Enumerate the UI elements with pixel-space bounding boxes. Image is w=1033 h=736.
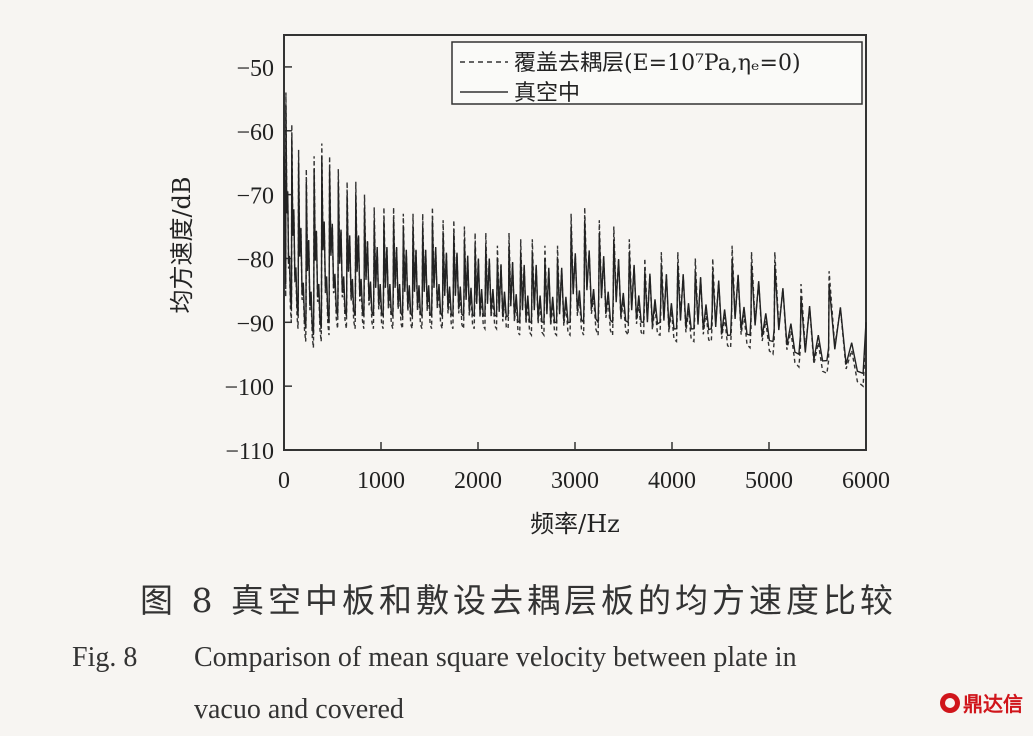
- x-axis-label: 频率/Hz: [530, 510, 620, 538]
- logo-text: 鼎达信: [963, 692, 1023, 716]
- y-tick-label: −100: [224, 375, 274, 401]
- figure-caption-en: Fig. 8 Comparison of mean square velocity…: [72, 632, 1012, 736]
- chart: 0 1000 2000 3000 4000 5000 6000 −50 −60 −70 −80 −90…: [168, 34, 890, 538]
- series-line-vacuum: [283, 105, 867, 375]
- caption-en-line2: vacuo and covered: [194, 694, 404, 725]
- legend-solid-label: 真空中: [514, 81, 580, 106]
- y-axis-label: 均方速度/dB: [168, 176, 196, 313]
- y-tick-label: −80: [236, 247, 274, 273]
- y-tick-label: −110: [225, 439, 274, 465]
- caption-en-line1: Comparison of mean square velocity betwe…: [194, 642, 797, 673]
- y-tick-label: −70: [236, 184, 274, 210]
- y-tick-label: −50: [236, 56, 274, 82]
- figure-caption-cn: 图 8 真空中板和敷设去耦层板的均方速度比较: [140, 581, 897, 620]
- x-tick-label: 5000: [745, 468, 793, 494]
- x-tick-label: 4000: [648, 468, 696, 494]
- series-line-covered: [283, 92, 867, 388]
- x-tick-label: 0: [278, 468, 290, 494]
- x-tick-label: 3000: [551, 468, 599, 494]
- legend-dashed-label: 覆盖去耦层(E=10⁷Pa,ηₑ=0): [514, 51, 801, 76]
- watermark-logo: 鼎达信: [940, 688, 1023, 717]
- x-tick-label: 2000: [454, 468, 502, 494]
- figure-number: Fig. 8: [72, 642, 138, 673]
- axis-ticks: 0 1000 2000 3000 4000 5000 6000 −50 −60 −70 −80 −90…: [224, 56, 890, 494]
- series-layer: [283, 92, 867, 388]
- x-tick-label: 6000: [842, 468, 890, 494]
- legend: 覆盖去耦层(E=10⁷Pa,ηₑ=0) 真空中: [451, 41, 863, 106]
- x-tick-label: 1000: [357, 468, 405, 494]
- legend-box: [451, 41, 863, 105]
- logo-icon: [940, 692, 960, 713]
- y-tick-label: −90: [236, 311, 274, 337]
- y-tick-label: −60: [236, 120, 274, 146]
